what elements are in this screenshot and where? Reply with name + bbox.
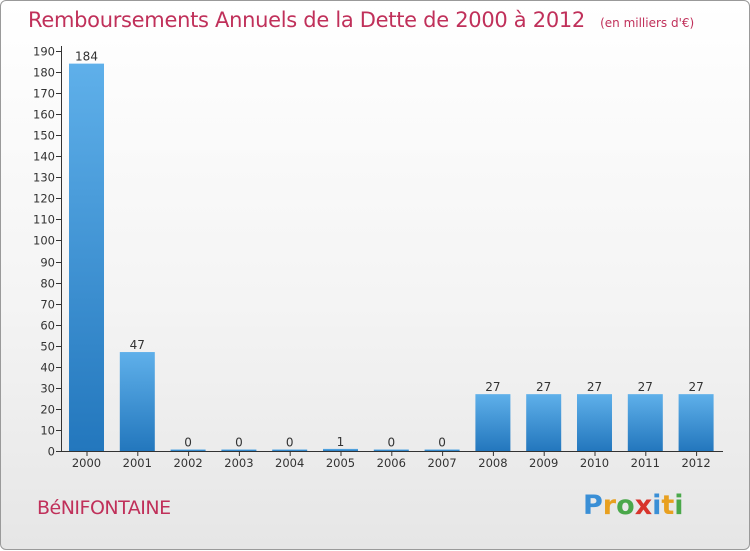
data-label: 27 xyxy=(638,380,653,394)
y-tick-label: 20 xyxy=(40,403,55,417)
chart-title: Remboursements Annuels de la Dette de 20… xyxy=(28,8,585,32)
data-label: 0 xyxy=(286,436,294,450)
y-tick-label: 110 xyxy=(33,213,55,227)
x-tick-label: 2010 xyxy=(580,456,609,470)
y-tick-label: 160 xyxy=(33,108,55,122)
y-tick-label: 0 xyxy=(48,445,55,459)
x-tick-label: 2003 xyxy=(224,456,253,470)
y-tick-label: 120 xyxy=(33,192,55,206)
x-tick-label: 2002 xyxy=(173,456,202,470)
logo-letter: P xyxy=(583,490,603,521)
bar xyxy=(323,448,358,451)
proxiti-logo: Proxiti xyxy=(583,490,684,521)
bar xyxy=(475,394,511,451)
data-label: 0 xyxy=(235,436,243,450)
y-tick-label: 180 xyxy=(33,66,55,80)
x-tick-label: 2001 xyxy=(123,456,152,470)
data-label: 27 xyxy=(587,380,602,394)
y-tick-label: 140 xyxy=(33,150,55,164)
logo-letter: o xyxy=(616,490,635,521)
x-tick-label: 2000 xyxy=(72,456,101,470)
y-tick-label: 170 xyxy=(33,87,55,101)
x-tick-label: 2009 xyxy=(529,456,558,470)
logo-letter: x xyxy=(634,490,653,521)
logo-letter: t xyxy=(661,490,675,521)
x-tick-label: 2007 xyxy=(427,456,456,470)
bar xyxy=(170,449,206,451)
data-label: 47 xyxy=(130,338,145,352)
y-tick-label: 40 xyxy=(40,361,55,375)
logo-letter: i xyxy=(674,490,684,521)
data-label: 1 xyxy=(337,435,345,449)
bar xyxy=(526,394,562,451)
y-tick-label: 100 xyxy=(33,234,55,248)
commune-name: BéNIFONTAINE xyxy=(37,497,171,519)
bar xyxy=(373,449,409,451)
logo-letter: r xyxy=(602,490,617,521)
x-tick-label: 2005 xyxy=(326,456,355,470)
data-label: 0 xyxy=(184,436,192,450)
bar xyxy=(577,394,612,451)
logo-letter: i xyxy=(652,490,662,521)
y-tick-label: 80 xyxy=(40,277,55,291)
x-tick-label: 2012 xyxy=(681,456,710,470)
data-label: 27 xyxy=(536,380,551,394)
y-tick-label: 50 xyxy=(40,340,55,354)
x-tick-label: 2006 xyxy=(377,456,406,470)
chart-unit: (en milliers d'€) xyxy=(600,16,695,30)
data-label: 27 xyxy=(485,380,500,394)
y-tick-label: 190 xyxy=(33,45,55,59)
y-tick-label: 10 xyxy=(40,424,55,438)
data-label: 0 xyxy=(438,436,446,450)
bar xyxy=(424,449,460,451)
title-row: Remboursements Annuels de la Dette de 20… xyxy=(28,8,694,32)
bar xyxy=(69,63,104,451)
y-tick-label: 70 xyxy=(40,298,55,312)
data-label: 0 xyxy=(387,436,395,450)
bar xyxy=(221,449,257,451)
x-tick-label: 2004 xyxy=(275,456,304,470)
bar xyxy=(119,352,155,451)
y-tick-label: 90 xyxy=(40,256,55,270)
data-label: 184 xyxy=(75,50,98,64)
y-tick-label: 30 xyxy=(40,382,55,396)
x-tick-label: 2008 xyxy=(478,456,507,470)
y-tick-label: 130 xyxy=(33,171,55,185)
y-tick-label: 60 xyxy=(40,319,55,333)
bar xyxy=(678,394,714,451)
data-label: 27 xyxy=(688,380,703,394)
bar xyxy=(627,394,663,451)
bar xyxy=(272,449,308,451)
y-tick-label: 150 xyxy=(33,129,55,143)
x-tick-label: 2011 xyxy=(631,456,660,470)
